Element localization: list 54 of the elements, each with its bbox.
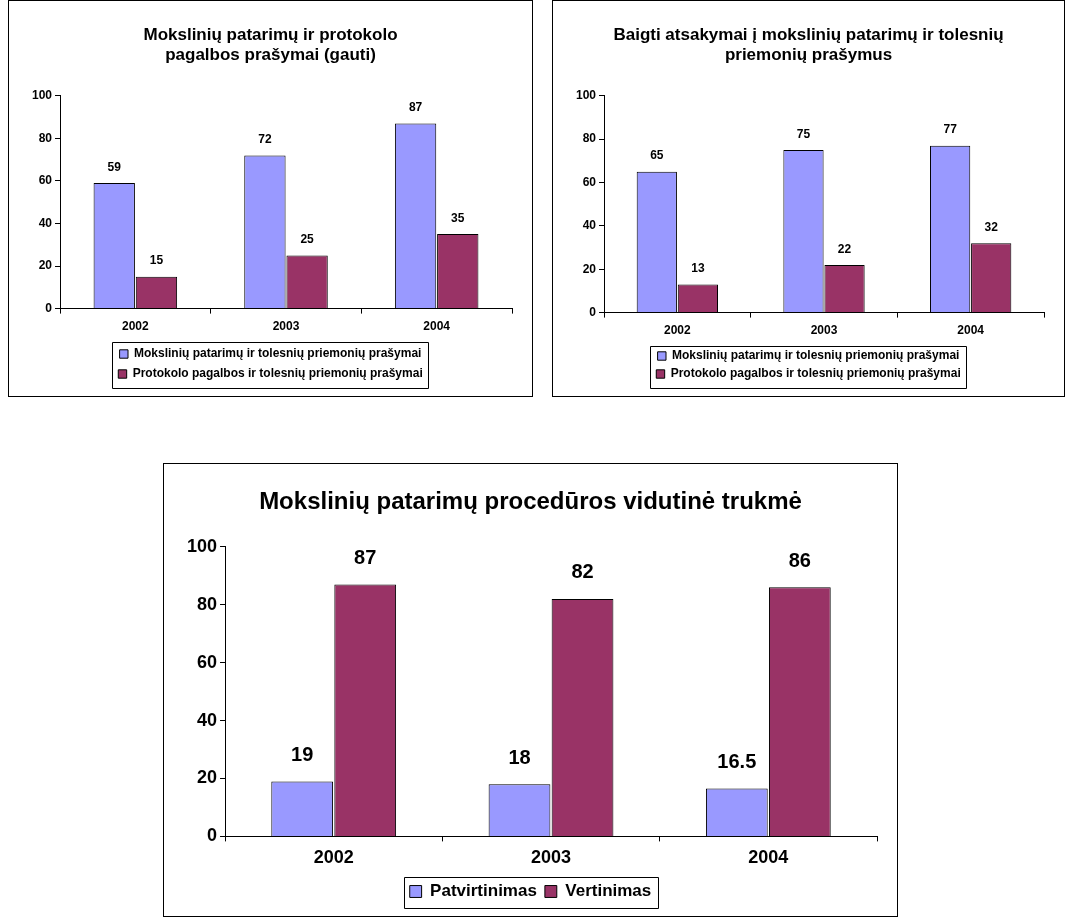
x-tick-label: 2004	[957, 323, 985, 338]
data-label: 86	[788, 548, 811, 571]
data-label: 59	[107, 159, 122, 174]
y-tick-label: 80	[197, 593, 218, 614]
legend-label: Protokolo pagalbos ir tolesnių priemonių prašymai	[132, 366, 423, 381]
y-tick-label: 0	[207, 825, 218, 846]
data-label: 32	[984, 219, 999, 234]
legend-label: Mokslinių patarimų ir tolesnių priemonių prašymai	[672, 348, 960, 363]
data-label: 87	[408, 100, 423, 115]
data-label: 72	[258, 132, 272, 147]
y-tick-label: 100	[31, 88, 53, 103]
legend-label: Vertinimas	[565, 881, 652, 901]
data-label: 15	[149, 253, 164, 268]
data-label: 22	[837, 241, 852, 256]
y-tick-label: 100	[186, 535, 218, 556]
data-label: 16.5	[717, 750, 757, 773]
legend-label: Mokslinių patarimų ir tolesnių priemonių prašymai	[134, 346, 422, 361]
data-label: 75	[796, 126, 811, 141]
x-tick-label: 2002	[664, 323, 692, 338]
chart-title: Mokslinių patarimų procedūros vidutinė trukmė	[259, 487, 802, 515]
y-tick-label: 40	[582, 218, 597, 233]
y-tick-label: 20	[582, 261, 597, 276]
y-tick-label: 100	[575, 88, 597, 103]
x-tick-label: 2003	[810, 323, 838, 338]
y-tick-label: 60	[38, 173, 53, 188]
data-label: 82	[571, 560, 594, 583]
y-tick-label: 60	[582, 174, 597, 189]
chart-title: Mokslinių patarimų ir protokolo pagalbos prašymai (gauti)	[143, 24, 398, 65]
y-tick-label: 40	[38, 215, 53, 230]
data-label: 19	[291, 742, 314, 765]
chart-title: Baigti atsakymai į mokslinių patarimų ir tolesnių priemonių prašymus	[613, 24, 1004, 65]
data-label: 35	[451, 210, 465, 225]
x-tick-label: 2002	[122, 319, 150, 334]
x-tick-label: 2004	[748, 847, 789, 868]
x-tick-label: 2003	[272, 319, 300, 334]
y-tick-label: 80	[38, 130, 53, 145]
y-tick-label: 0	[589, 304, 597, 319]
legend-label: Patvirtinimas	[430, 881, 537, 901]
y-tick-label: 20	[38, 258, 53, 273]
x-tick-label: 2003	[530, 847, 572, 868]
data-label: 25	[300, 232, 315, 247]
x-tick-label: 2004	[423, 319, 451, 334]
data-label: 87	[354, 545, 377, 568]
y-tick-label: 60	[197, 651, 218, 672]
y-tick-label: 80	[582, 131, 597, 146]
y-tick-label: 0	[45, 300, 53, 315]
y-tick-label: 20	[197, 767, 218, 788]
data-label: 77	[943, 122, 958, 137]
y-tick-label: 40	[197, 709, 218, 730]
legend-label: Protokolo pagalbos ir tolesnių priemonių prašymai	[670, 366, 961, 381]
data-label: 65	[650, 148, 664, 163]
data-label: 13	[691, 261, 705, 276]
data-label: 18	[508, 745, 531, 768]
x-tick-label: 2002	[313, 847, 354, 868]
